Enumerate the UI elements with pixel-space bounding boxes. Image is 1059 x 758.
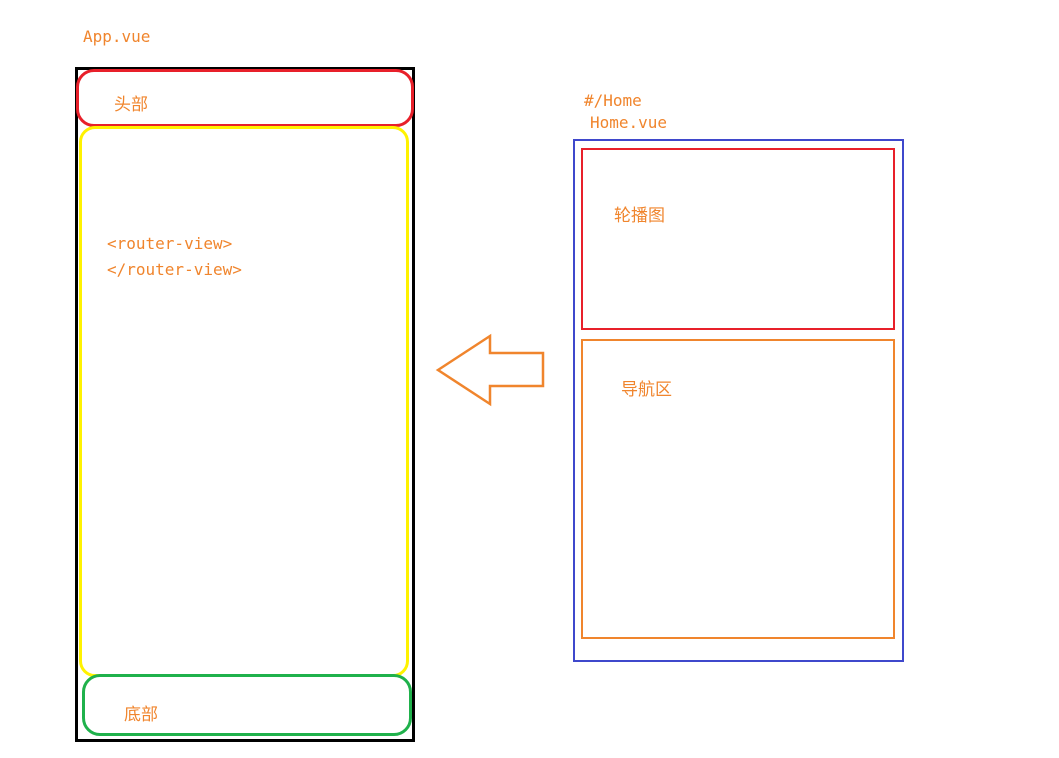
home-vue-title: Home.vue: [590, 113, 668, 132]
header-region: [76, 69, 414, 127]
header-label: 头部: [114, 95, 148, 115]
footer-region: [82, 674, 412, 736]
left-arrow-icon: [435, 333, 545, 407]
nav-region: [581, 339, 895, 639]
router-view-close-tag: </router-view>: [107, 260, 242, 279]
carousel-region: [581, 148, 895, 330]
nav-label: 导航区: [621, 380, 672, 400]
home-vue-frame: [573, 139, 904, 662]
router-view-open-tag: <router-view>: [107, 234, 233, 253]
router-view-region: [79, 126, 409, 677]
footer-label: 底部: [124, 705, 158, 725]
app-vue-title: App.vue: [83, 27, 151, 46]
home-route: #/Home: [584, 91, 642, 110]
carousel-label: 轮播图: [614, 206, 665, 226]
app-vue-frame: [75, 67, 415, 742]
